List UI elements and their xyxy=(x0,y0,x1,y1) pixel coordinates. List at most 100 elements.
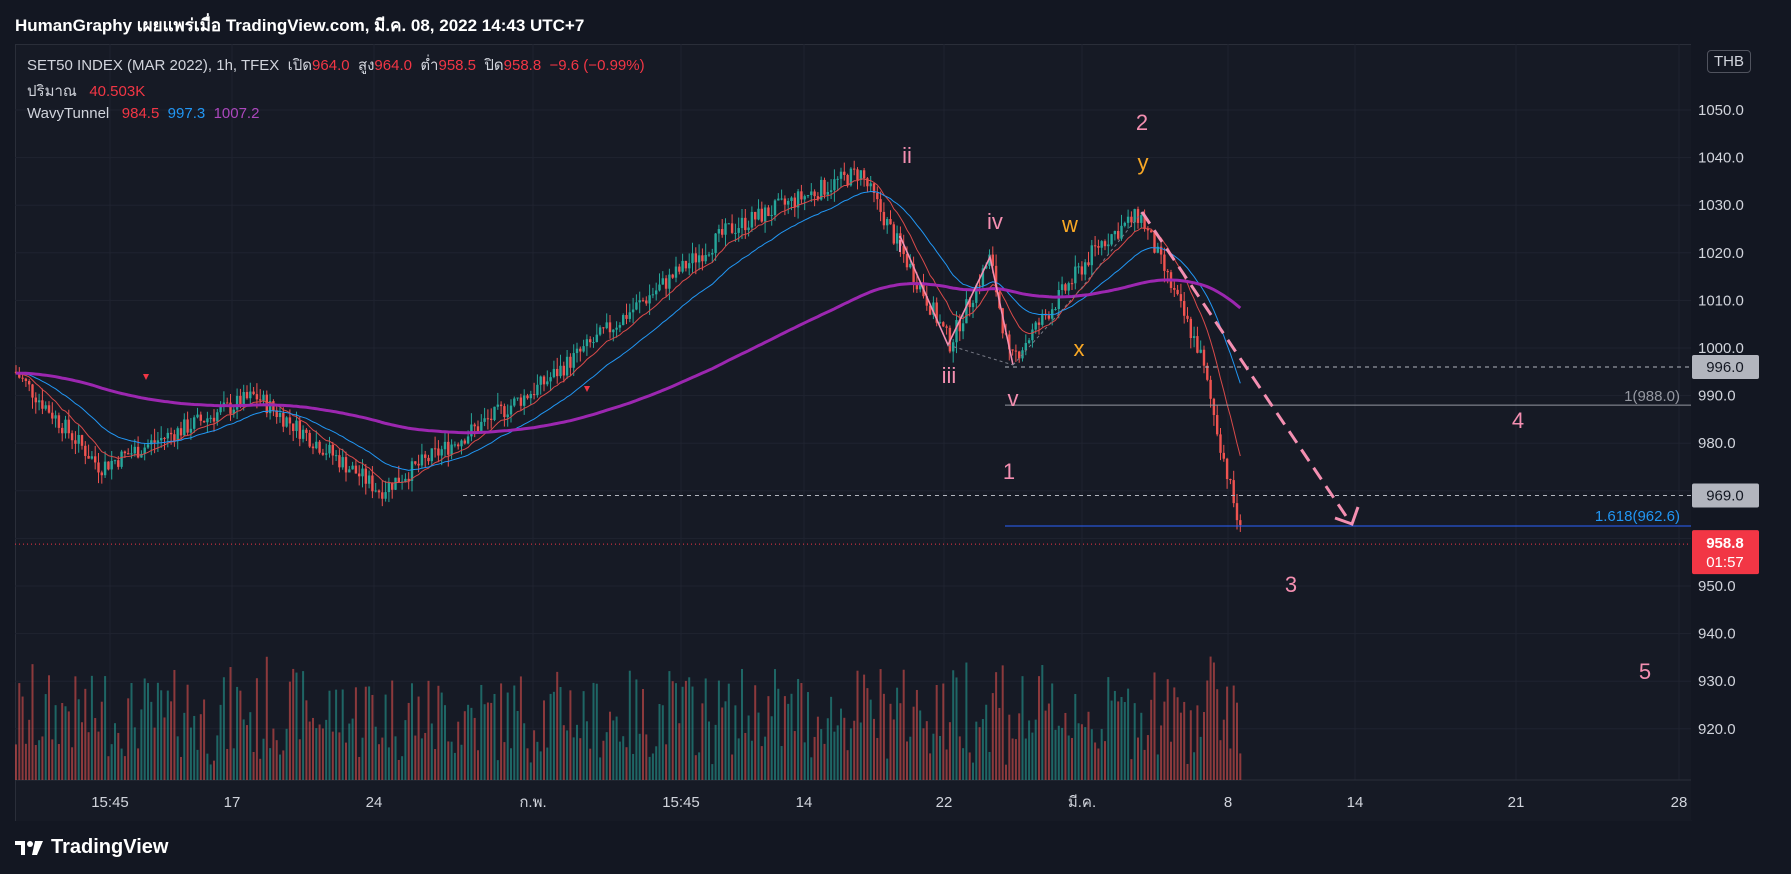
price-tick-label: 1010.0 xyxy=(1698,292,1744,309)
volume-bar xyxy=(562,725,565,780)
candle-body xyxy=(499,404,503,407)
volume-bar xyxy=(1140,712,1143,780)
candle-body xyxy=(150,440,153,445)
volume-bar xyxy=(741,668,743,780)
volume-bar xyxy=(958,736,961,780)
candle-body xyxy=(450,444,453,455)
volume-bar xyxy=(790,693,793,780)
price-tick-label: 920.0 xyxy=(1698,721,1736,738)
volume-bar xyxy=(183,712,186,780)
candle-body xyxy=(94,456,97,463)
candle-body xyxy=(849,168,853,186)
time-tick-label: 8 xyxy=(1224,794,1232,811)
candle-body xyxy=(57,415,61,428)
volume-bar xyxy=(1061,727,1064,780)
volume-bar xyxy=(708,721,710,780)
volume-bar xyxy=(130,682,133,780)
volume-bar xyxy=(1120,696,1123,780)
candle-body xyxy=(678,266,681,272)
volume-bar xyxy=(694,755,697,780)
volume-bar xyxy=(783,696,786,780)
volume-bar xyxy=(417,696,420,780)
volume-bar xyxy=(585,721,588,780)
volume-bar xyxy=(232,748,235,780)
volume-bar xyxy=(1077,723,1080,780)
volume-bar xyxy=(932,733,935,780)
candle-body xyxy=(1150,230,1153,233)
candle-body xyxy=(569,356,572,368)
volume-bar xyxy=(1166,679,1169,780)
candle-body xyxy=(945,326,948,328)
volume-bar xyxy=(28,719,31,780)
candle-body xyxy=(358,473,361,477)
indicator-label[interactable]: WavyTunnel xyxy=(27,105,110,122)
volume-bar xyxy=(896,687,899,780)
volume-bar xyxy=(259,758,262,780)
volume-bar xyxy=(816,716,819,780)
volume-bar xyxy=(213,760,215,780)
candle-body xyxy=(919,284,922,290)
candle-body xyxy=(645,300,648,304)
volume-bar xyxy=(955,677,958,780)
candle-body xyxy=(1110,234,1113,245)
volume-bar xyxy=(117,732,120,780)
price-tick-label: 990.0 xyxy=(1698,388,1736,405)
candle-body xyxy=(1199,349,1202,353)
candle-body xyxy=(1027,340,1031,343)
candle-body xyxy=(763,207,767,222)
candle-body xyxy=(955,320,958,343)
price-tick-label: 950.0 xyxy=(1698,578,1736,595)
volume-bar xyxy=(325,719,328,780)
candle-body xyxy=(579,348,582,352)
candle-body xyxy=(173,434,176,442)
candle-body xyxy=(440,449,443,456)
volume-bar xyxy=(460,744,463,780)
candle-body xyxy=(839,171,843,179)
candle-body xyxy=(1034,322,1037,330)
candle-body xyxy=(935,302,938,323)
volume-bar xyxy=(661,705,664,780)
candle-body xyxy=(103,461,107,476)
chart-pane[interactable] xyxy=(15,44,1692,821)
candle-body xyxy=(892,224,895,244)
candle-body xyxy=(1136,209,1140,223)
volume-bar xyxy=(44,694,47,780)
volume-bar xyxy=(364,686,367,780)
price-scale[interactable] xyxy=(1691,44,1791,820)
open-label: เปิด xyxy=(287,57,313,74)
candle-body xyxy=(754,211,757,220)
candle-body xyxy=(67,419,70,434)
volume-bar xyxy=(701,703,704,780)
volume-bar xyxy=(1107,677,1110,780)
volume-bar xyxy=(1100,728,1103,780)
volume-bar xyxy=(892,719,895,780)
volume-bar xyxy=(249,712,252,780)
candle-body xyxy=(721,229,724,235)
volume-bar xyxy=(638,733,641,780)
candle-body xyxy=(212,417,216,422)
price-tick-label: 1050.0 xyxy=(1698,102,1744,119)
volume-bar xyxy=(948,722,951,780)
symbol-name[interactable]: SET50 INDEX (MAR 2022), 1h, TFEX xyxy=(27,57,280,74)
volume-bar xyxy=(321,728,324,780)
candle-body xyxy=(136,446,140,458)
wave-label-iii: iii xyxy=(942,363,957,388)
volume-bar xyxy=(15,744,17,780)
currency-button[interactable]: THB xyxy=(1707,50,1751,73)
volume-bar xyxy=(127,698,130,780)
volume-bar xyxy=(510,748,512,780)
candle-body xyxy=(298,420,301,439)
footer-brand[interactable]: TradingView xyxy=(15,836,168,859)
volume-bar xyxy=(378,744,380,780)
volume-bar xyxy=(133,727,136,780)
candle-body xyxy=(245,392,249,399)
candle-body xyxy=(107,461,110,470)
candle-body xyxy=(1216,415,1219,435)
candle-body xyxy=(1179,294,1183,302)
volume-bar xyxy=(1153,672,1156,780)
volume-bar xyxy=(711,764,714,780)
candle-body xyxy=(239,395,242,407)
candle-body xyxy=(1018,351,1021,359)
candle-body xyxy=(61,427,64,434)
